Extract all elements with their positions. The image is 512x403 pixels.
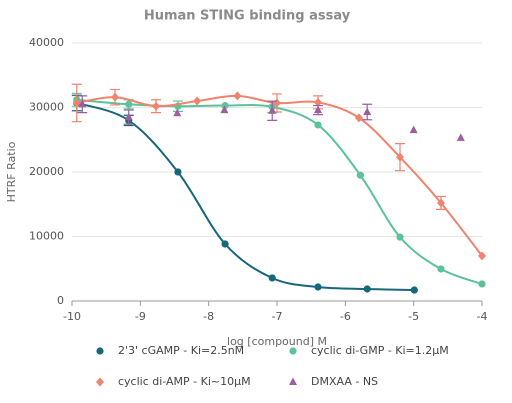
point [193, 96, 202, 106]
y-tick-label: 20000 [29, 165, 64, 178]
point [314, 283, 322, 291]
point [72, 98, 81, 108]
point [314, 121, 322, 129]
point [456, 133, 465, 141]
point [111, 92, 120, 102]
fit-curve [76, 94, 483, 257]
point [221, 240, 229, 248]
point [78, 99, 87, 108]
x-tick-label: -4 [477, 310, 488, 323]
point [125, 100, 133, 108]
point [314, 105, 322, 114]
x-tick-label: -10 [63, 310, 81, 323]
point [478, 251, 486, 261]
y-tick-label: 10000 [29, 230, 64, 243]
point [396, 152, 404, 162]
legend-marker [289, 347, 297, 355]
legend-label: cyclic di-AMP - Ki~10µM [118, 375, 251, 388]
point [356, 171, 364, 179]
point [363, 107, 372, 116]
point [152, 101, 161, 111]
point [437, 265, 445, 273]
point [409, 125, 418, 134]
point [396, 233, 404, 241]
x-tick-label: -5 [408, 310, 419, 323]
point [437, 198, 445, 208]
point [220, 105, 229, 114]
fit-curve [76, 102, 415, 292]
y-axis-label: HTRF Ratio [5, 141, 18, 202]
y-tick-label: 40000 [29, 36, 64, 49]
point [233, 91, 242, 101]
legend-label: cyclic di-GMP - Ki=1.2µM [311, 344, 449, 357]
chart-title: Human STING binding assay [144, 9, 351, 24]
point [124, 112, 133, 121]
legend-label: 2'3' cGAMP - Ki=2.5nM [118, 344, 244, 357]
point [478, 280, 486, 288]
point [268, 106, 277, 114]
y-tick-label: 30000 [29, 101, 64, 114]
point [174, 168, 182, 176]
point [173, 108, 182, 117]
x-tick-label: -7 [272, 310, 283, 323]
x-axis-label: log [compound] M [227, 335, 327, 348]
legend-marker [96, 377, 104, 387]
x-tick-label: -8 [203, 310, 214, 323]
point [314, 97, 322, 107]
legend-marker [96, 347, 104, 355]
point [221, 101, 229, 110]
point [363, 285, 371, 293]
point [410, 286, 418, 294]
point [355, 113, 363, 123]
y-tick-label: 0 [57, 294, 64, 307]
legend-marker [289, 377, 297, 385]
point [268, 274, 276, 282]
x-tick-label: -9 [135, 310, 146, 323]
x-tick-label: -6 [340, 310, 351, 323]
legend-label: DMXAA - NS [311, 375, 378, 388]
